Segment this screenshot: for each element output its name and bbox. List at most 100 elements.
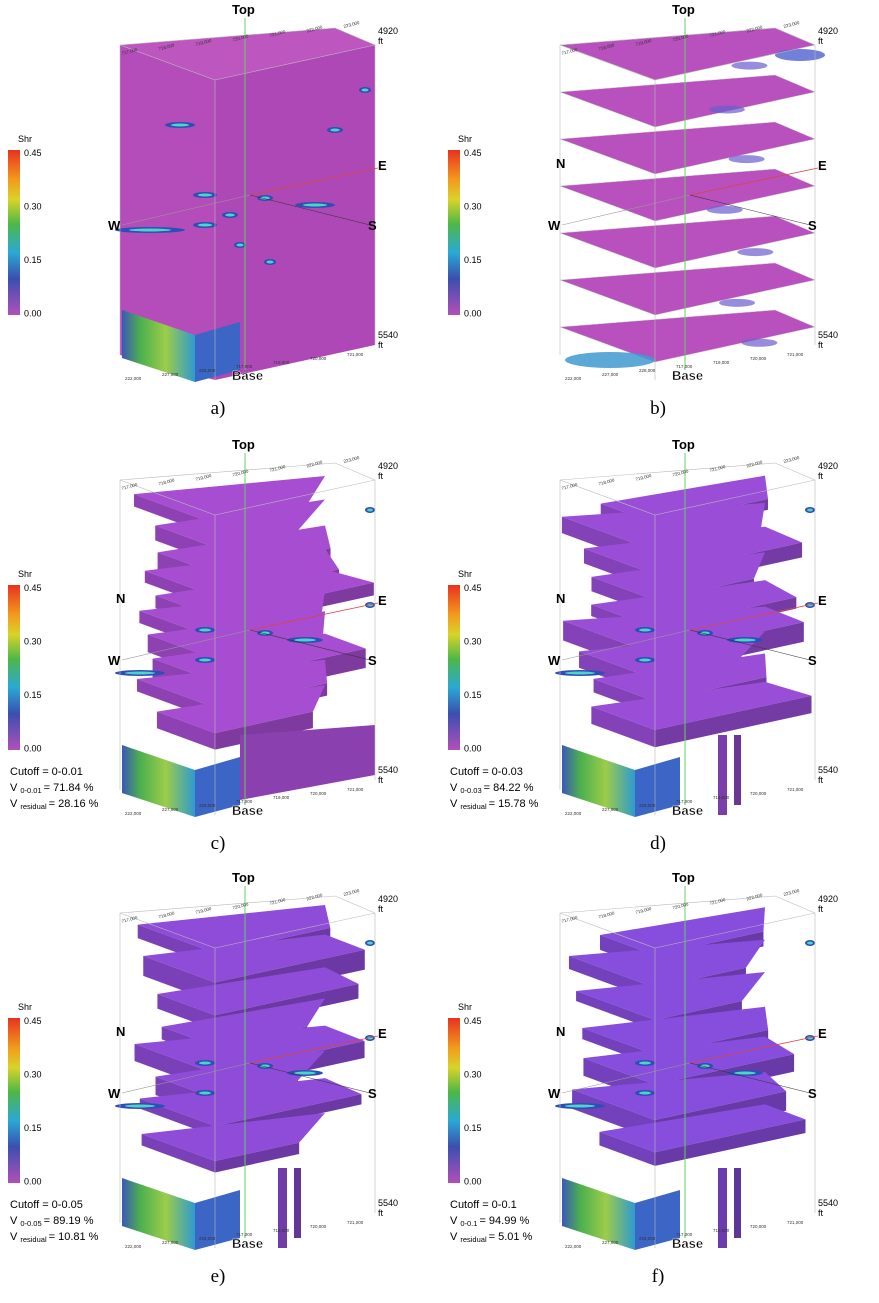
panel: 717,000 718,000 719,000 720,000 721,000 222,0… [8, 870, 398, 1287]
colorbar-tick-label: 0.45 [24, 148, 42, 158]
colorbar-tick-label: 0.30 [464, 637, 482, 647]
text-part: 0-0.1 [460, 1219, 477, 1228]
coordinate-label: 719,000 [713, 1228, 730, 1233]
box-edge [559, 895, 776, 914]
streak-core [639, 1061, 651, 1065]
slice-patch [719, 298, 756, 307]
slab-top [141, 1112, 325, 1161]
cutoff-label: Cutoff = 0-0.1 [450, 1199, 517, 1211]
coordinate-label: 228,000 [639, 1236, 656, 1241]
colorbar-title: Shr [458, 1002, 472, 1012]
coordinate-label: 718,000 [598, 910, 615, 919]
text-part: = 89.19 % [44, 1215, 94, 1227]
coordinate-label: 720,000 [750, 356, 767, 361]
block-left [122, 745, 195, 817]
coordinate-label: 223,000 [343, 888, 360, 897]
colorbar-tick-label: 0.15 [24, 690, 42, 700]
coordinate-label: 719,000 [713, 360, 730, 365]
streak-core [294, 1071, 316, 1075]
coordinate-label: 719,000 [273, 795, 290, 800]
text-part: V [10, 798, 18, 810]
depth-label: 4920 [818, 26, 838, 36]
text-part: V [450, 1215, 458, 1227]
block-left [122, 310, 195, 382]
west-axis [561, 1062, 691, 1094]
slab-right [215, 1142, 300, 1173]
depth-unit: ft [378, 904, 384, 914]
coordinate-label: 717,000 [676, 364, 693, 369]
colorbar-tick-label: 0.45 [24, 583, 42, 593]
south-axis [689, 1062, 811, 1094]
coordinate-label: 717,000 [236, 799, 253, 804]
cutoff-label: Cutoff = 0-0.03 [450, 766, 523, 778]
slab-left [576, 990, 655, 1031]
coordinate-label: 719,000 [635, 906, 652, 915]
column [718, 1168, 727, 1248]
box-edge [774, 462, 816, 481]
box-edge [119, 27, 336, 46]
depth-unit: ft [818, 471, 824, 481]
coordinate-label: 227,000 [162, 1240, 179, 1245]
streak-core [565, 671, 595, 675]
coordinate-label: 717,000 [121, 482, 138, 491]
direction-label: W [108, 653, 121, 668]
block-right [195, 322, 240, 382]
coordinate-label: 720,000 [672, 33, 689, 42]
coordinate-label: 720,000 [232, 468, 249, 477]
colorbar-tick-label: 0.00 [464, 744, 482, 754]
coordinate-label: 719,000 [195, 473, 212, 482]
depth-unit: ft [818, 340, 824, 350]
volume-label: V 0-0.03 = 84.22 % [450, 782, 534, 795]
coordinate-label: 718,000 [158, 477, 175, 486]
slice-patch [565, 352, 655, 368]
slice-patch [731, 61, 768, 70]
lower-mass [240, 725, 375, 800]
colorbar-tick-label: 0.00 [464, 309, 482, 319]
text-part: residual [460, 802, 487, 811]
direction-label: Base [672, 803, 703, 818]
text-part: = 71.84 % [44, 782, 94, 794]
coordinate-label: 228,000 [199, 368, 216, 373]
box-edge [119, 44, 216, 81]
slice [559, 121, 816, 175]
coordinate-label: 720,000 [672, 901, 689, 910]
coordinate-label: 223,000 [783, 455, 800, 464]
depth-label: 5540 [378, 330, 398, 340]
coordinate-label: 721,000 [709, 464, 726, 473]
east-axis [689, 1035, 819, 1064]
text-part: = 84.22 % [484, 782, 534, 794]
colorbar-title: Shr [458, 569, 472, 579]
coordinate-label: 228,000 [639, 803, 656, 808]
box-edge [559, 462, 776, 481]
box-left [120, 45, 215, 380]
west-axis [121, 629, 251, 661]
text-part: V [10, 782, 18, 794]
coordinate-label: 721,000 [787, 1220, 804, 1225]
coordinate-label: 717,000 [561, 482, 578, 491]
east-axis [249, 167, 379, 196]
direction-label: S [368, 1086, 377, 1101]
direction-label: Base [232, 803, 263, 818]
streak-core [125, 1104, 155, 1108]
streak-core [197, 223, 213, 227]
depth-unit: ft [378, 340, 384, 350]
coordinate-label: 719,000 [713, 795, 730, 800]
coordinate-label: 717,000 [676, 1232, 693, 1237]
block-right [195, 1190, 240, 1250]
streak-core [367, 508, 373, 512]
coordinate-label: 228,000 [639, 368, 656, 373]
streak-core [734, 638, 756, 642]
coordinate-label: 718,000 [158, 910, 175, 919]
slice-patch [737, 248, 774, 257]
slice [559, 74, 816, 128]
block-left [122, 1178, 195, 1250]
slab-top [134, 475, 325, 524]
streak-core [367, 941, 373, 945]
coordinate-label: 721,000 [347, 1220, 364, 1225]
slab-left [156, 711, 215, 750]
coordinate-label: 717,000 [561, 915, 578, 924]
box-edge [559, 27, 776, 46]
coordinate-label: 720,000 [232, 33, 249, 42]
direction-label: N [556, 156, 565, 171]
